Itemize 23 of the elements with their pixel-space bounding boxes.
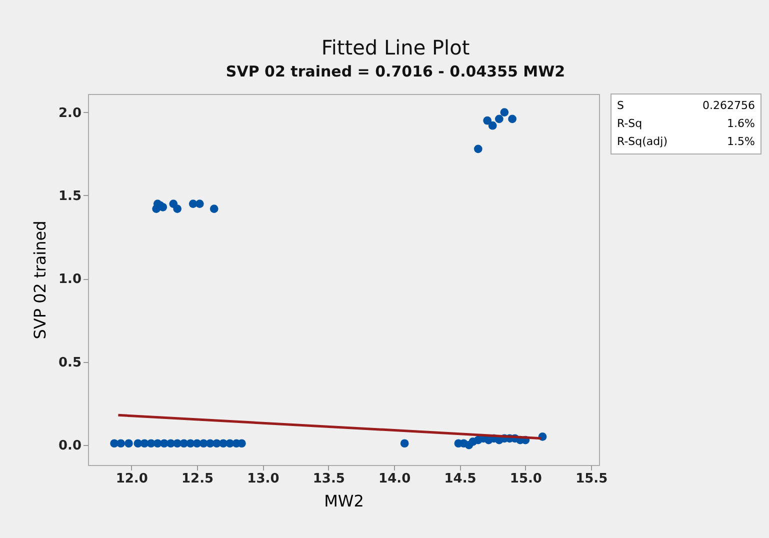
text: 1.6%: [727, 117, 755, 130]
x-tick-label: 14.0: [378, 472, 411, 486]
x-tick-label: 12.0: [116, 472, 148, 486]
chart-title: Fitted Line Plot: [321, 36, 470, 60]
y-tick-label: 0.0: [58, 438, 82, 454]
text: R-Sq(adj): [617, 135, 668, 148]
text: 1.5%: [727, 135, 755, 148]
text: 0.262756: [702, 99, 755, 112]
y-tick-label: 2.0: [58, 106, 82, 121]
x-tick-label: 12.5: [181, 472, 214, 486]
y-tick-label: 0.5: [58, 355, 82, 370]
x-tick-label: 14.5: [444, 472, 476, 486]
y-tick-label: 1.0: [58, 272, 82, 288]
x-tick-label: 15.5: [576, 472, 608, 486]
x-axis-title: MW2: [324, 492, 364, 510]
y-axis-title: SVP 02 trained: [30, 220, 50, 340]
chart-subtitle: SVP 02 trained = 0.7016 - 0.04355 MW2: [226, 62, 566, 80]
x-tick-label: 13.5: [312, 472, 345, 486]
x-tick-label: 15.0: [510, 472, 542, 486]
text: S: [617, 99, 624, 112]
x-tick-label: 13.0: [247, 472, 280, 486]
y-tick-label: 1.5: [58, 188, 82, 204]
text: R-Sq: [617, 117, 642, 130]
